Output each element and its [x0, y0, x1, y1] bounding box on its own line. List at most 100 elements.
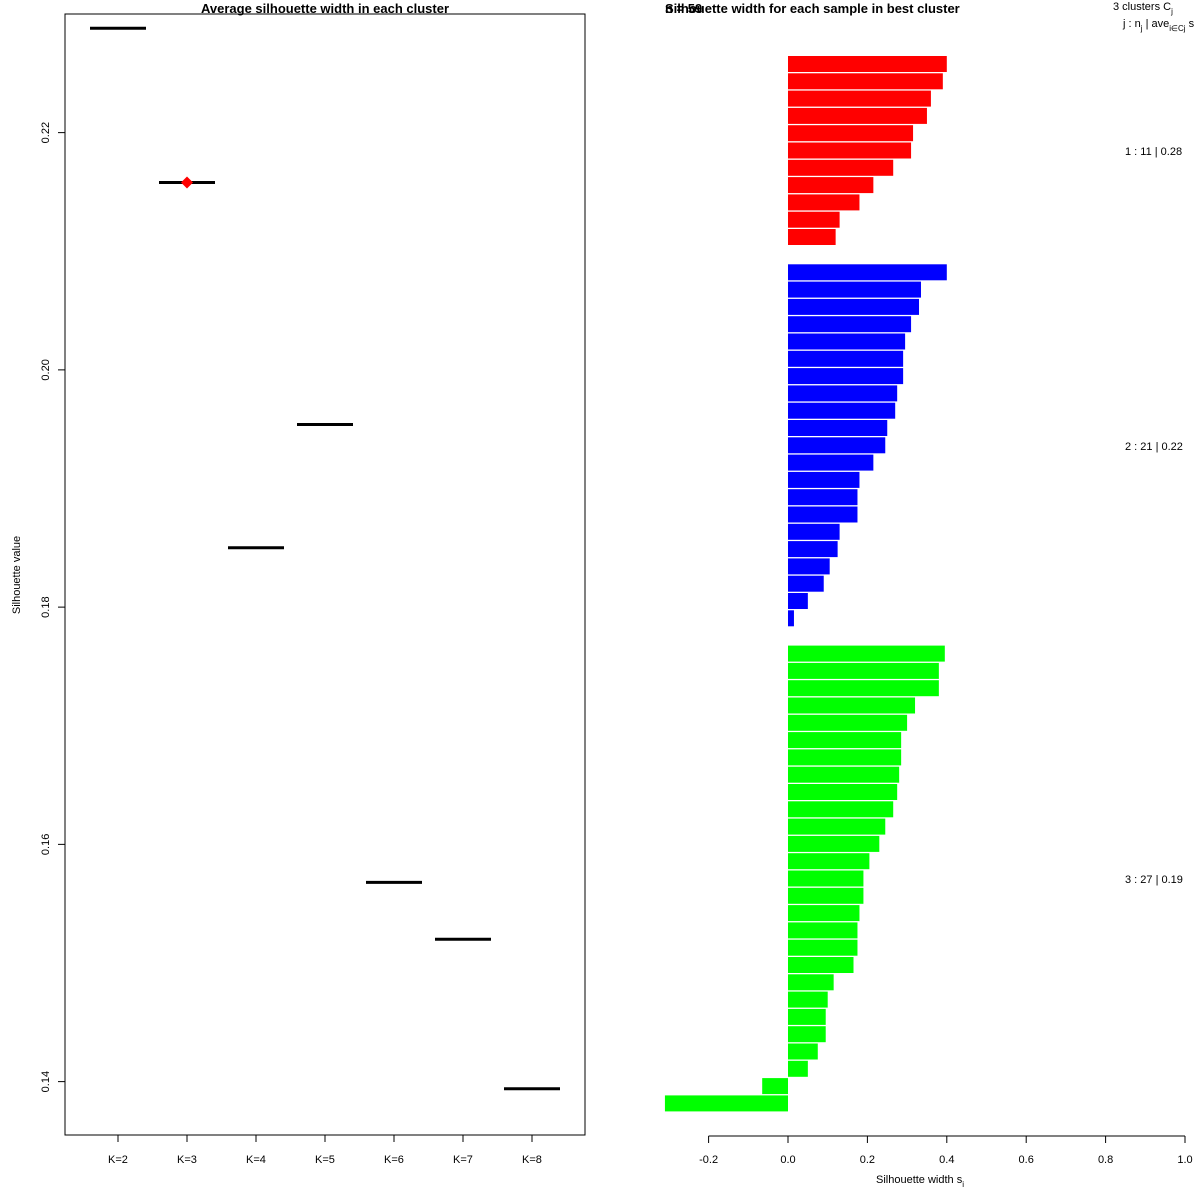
silhouette-bar — [788, 1026, 826, 1043]
left-x-tick-label: K=2 — [108, 1154, 128, 1166]
silhouette-bar — [788, 853, 870, 870]
left-x-axis: K=2 K=3 K=4 K=5 K=6 K=7 K=8 — [108, 1135, 542, 1166]
silhouette-bar — [788, 385, 898, 402]
silhouette-bar — [788, 541, 838, 558]
best-k-marker — [181, 176, 193, 189]
silhouette-bar — [788, 818, 886, 835]
left-x-tick-label: K=8 — [522, 1154, 542, 1166]
silhouette-bar — [788, 610, 794, 627]
left-x-tick-label: K=3 — [177, 1154, 197, 1166]
left-y-tick-label: 0.22 — [40, 122, 52, 143]
silhouette-bar — [788, 905, 860, 922]
silhouette-bar — [788, 90, 931, 107]
silhouette-bar — [788, 801, 894, 818]
silhouette-bar — [788, 662, 939, 679]
silhouette-bar — [762, 1078, 788, 1095]
silhouette-bar — [788, 957, 854, 973]
legend-header-2-end: s — [1186, 18, 1195, 30]
right-title-overlap: n = 59 — [665, 1, 702, 16]
right-x-tick-label: -0.2 — [699, 1154, 718, 1166]
silhouette-bar — [788, 1008, 826, 1025]
left-x-tick-label: K=7 — [453, 1154, 473, 1166]
silhouette-bar — [788, 471, 860, 488]
silhouette-bar — [788, 870, 864, 887]
cluster-summary-label: 2 : 21 | 0.22 — [1125, 441, 1183, 453]
silhouette-bar — [788, 298, 920, 315]
silhouette-bar — [788, 402, 896, 419]
silhouette-bar — [788, 177, 874, 194]
silhouette-bar — [788, 887, 864, 904]
silhouette-bar — [788, 194, 860, 211]
right-cluster-labels: 1 : 11 | 0.28 2 : 21 | 0.22 3 : 27 | 0.19 — [1125, 146, 1183, 886]
silhouette-bar — [788, 316, 912, 333]
silhouette-bar — [788, 784, 898, 800]
right-panel: n = 59 Silhouette width for each sample … — [664, 1, 1195, 1189]
silhouette-bar — [788, 333, 906, 350]
legend-header-2-main: j : n — [1122, 18, 1141, 30]
right-bars — [664, 56, 947, 1112]
right-x-axis: -0.2 0.0 0.2 0.4 0.6 0.8 1.0 — [699, 1135, 1193, 1166]
silhouette-bar — [788, 368, 904, 385]
left-plot-frame — [64, 13, 586, 1136]
left-panel: Average silhouette width in each cluster… — [11, 1, 586, 1166]
left-x-tick-label: K=5 — [315, 1154, 335, 1166]
silhouette-bar — [788, 991, 828, 1008]
silhouette-bar — [788, 593, 808, 609]
silhouette-bar — [788, 229, 836, 245]
silhouette-bar — [788, 974, 834, 991]
legend-header-1-main: 3 clusters C — [1113, 1, 1171, 13]
silhouette-bar — [788, 749, 902, 766]
left-x-tick-label: K=6 — [384, 1154, 404, 1166]
left-y-axis: 0.14 0.16 0.18 0.20 0.22 — [40, 122, 65, 1092]
right-title: Silhouette width for each sample in best… — [665, 1, 960, 16]
left-y-tick-label: 0.20 — [40, 359, 52, 380]
silhouette-bar — [788, 142, 912, 159]
left-y-tick-label: 0.16 — [40, 834, 52, 855]
right-x-label: Silhouette width si — [876, 1174, 964, 1189]
left-marks — [90, 26, 560, 1091]
silhouette-bar — [788, 211, 840, 228]
right-x-label-sub: i — [962, 1180, 964, 1189]
right-x-tick-label: 1.0 — [1177, 1154, 1192, 1166]
left-title: Average silhouette width in each cluster — [201, 1, 449, 16]
silhouette-bar — [788, 73, 943, 90]
left-y-label: Silhouette value — [11, 536, 23, 614]
silhouette-bar — [788, 125, 914, 142]
silhouette-bar — [788, 159, 894, 176]
silhouette-bar — [788, 523, 840, 540]
silhouette-bar — [788, 939, 858, 956]
cluster-summary-label: 3 : 27 | 0.19 — [1125, 874, 1183, 886]
legend-header-1: 3 clusters Cj — [1113, 1, 1173, 16]
legend-header-2-mid: | ave — [1143, 18, 1170, 30]
silhouette-bar — [788, 766, 900, 783]
silhouette-bar — [788, 575, 824, 592]
silhouette-bar — [788, 281, 921, 298]
silhouette-bar — [788, 264, 947, 281]
silhouette-bar — [788, 697, 916, 714]
silhouette-bar — [788, 922, 858, 939]
right-x-tick-label: 0.0 — [780, 1154, 795, 1166]
left-y-tick-label: 0.14 — [40, 1071, 52, 1092]
silhouette-bar — [788, 454, 874, 471]
silhouette-bar — [788, 350, 904, 367]
silhouette-bar — [788, 1043, 818, 1060]
silhouette-bar — [788, 732, 902, 749]
silhouette-bar — [788, 56, 947, 72]
legend-header-2-sub: j — [1140, 24, 1143, 33]
silhouette-bar — [788, 714, 908, 731]
silhouette-bar — [788, 1060, 808, 1077]
legend-header-2-sub2: i∈Cj — [1169, 24, 1186, 33]
silhouette-bar — [788, 489, 858, 506]
right-x-label-main: Silhouette width s — [876, 1174, 963, 1186]
silhouette-bar — [788, 437, 886, 454]
right-x-tick-label: 0.2 — [860, 1154, 875, 1166]
right-x-tick-label: 0.8 — [1098, 1154, 1113, 1166]
left-x-tick-label: K=4 — [246, 1154, 266, 1166]
legend-header-2: j : nj | avei∈Cj s — [1122, 18, 1195, 33]
cluster-summary-label: 1 : 11 | 0.28 — [1125, 146, 1182, 158]
left-y-tick-label: 0.18 — [40, 596, 52, 617]
silhouette-bar — [788, 835, 880, 852]
silhouette-bar — [788, 558, 830, 575]
silhouette-bar — [788, 107, 927, 124]
